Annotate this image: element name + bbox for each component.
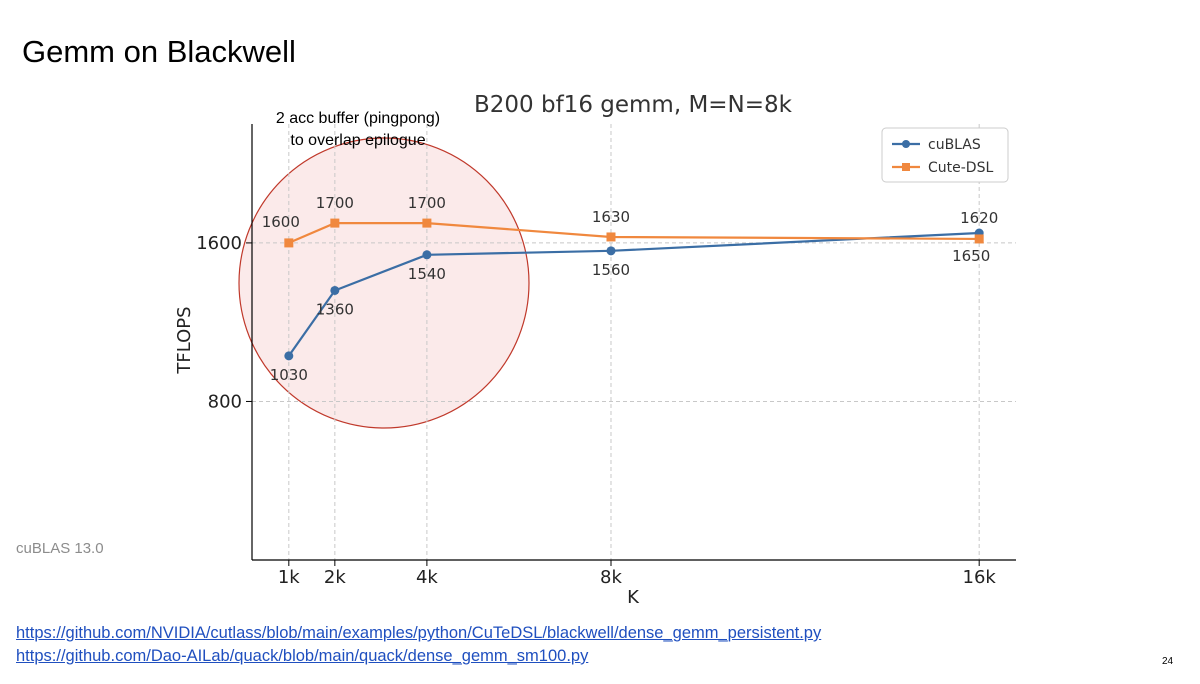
legend-box <box>881 127 1009 183</box>
legend: cuBLAS Cute-DSL <box>881 127 1009 183</box>
data-label-cuBLAS-4k: 1540 <box>408 265 446 283</box>
link-quack[interactable]: https://github.com/Dao-AILab/quack/blob/… <box>16 647 589 665</box>
data-label-Cute-DSL-4k: 1700 <box>408 194 446 212</box>
x-tick-label-4k: 4k <box>416 567 438 588</box>
data-label-cuBLAS-1k: 1030 <box>270 366 308 384</box>
y-tick-label-1600: 1600 <box>196 233 242 254</box>
x-tick-label-16k: 16k <box>963 567 997 588</box>
point-cuBLAS-1k <box>284 351 294 361</box>
slide-title: Gemm on Blackwell <box>22 34 296 69</box>
page-number: 24 <box>1162 656 1174 667</box>
x-tick-label-1k: 1k <box>278 567 300 588</box>
legend-marker-Cute-DSL <box>902 163 910 171</box>
data-label-cuBLAS-16k: 1620 <box>960 209 998 227</box>
data-label-Cute-DSL-16k: 1650 <box>952 247 990 265</box>
grid-lines <box>252 124 1016 560</box>
data-label-Cute-DSL-1k: 1600 <box>262 213 300 231</box>
link-cutlass[interactable]: https://github.com/NVIDIA/cutlass/blob/m… <box>16 624 822 642</box>
data-label-cuBLAS-2k: 1360 <box>316 300 354 318</box>
data-label-Cute-DSL-8k: 1630 <box>592 208 630 226</box>
footnote: cuBLAS 13.0 <box>16 540 104 557</box>
point-Cute-DSL-4k <box>422 218 432 228</box>
x-tick-label-8k: 8k <box>600 567 622 588</box>
chart-title: B200 bf16 gemm, M=N=8k <box>474 92 793 118</box>
data-label-Cute-DSL-2k: 1700 <box>316 194 354 212</box>
annotation-line-1: 2 acc buffer (pingpong) <box>275 110 441 127</box>
reference-links: https://github.com/NVIDIA/cutlass/blob/m… <box>16 622 821 668</box>
tick-labels: 1k 2k 4k 8k 16k 800 1600 <box>196 233 996 588</box>
annotation-text: 2 acc buffer (pingpong) to overlap epilo… <box>248 108 468 152</box>
legend-marker-cuBLAS <box>902 140 910 148</box>
annotation-line-2: to overlap epilogue <box>290 132 426 149</box>
data-labels: 1030 1360 1540 1560 1620 1600 1700 1700 1630 1650 <box>262 194 999 384</box>
point-Cute-DSL-1k <box>284 238 294 248</box>
point-Cute-DSL-2k <box>330 218 340 228</box>
x-axis-label: K <box>627 587 640 608</box>
point-cuBLAS-4k <box>422 250 432 260</box>
y-axis-label: TFLOPS <box>174 306 195 374</box>
point-Cute-DSL-16k <box>974 234 984 244</box>
point-Cute-DSL-8k <box>606 232 616 242</box>
point-cuBLAS-2k <box>330 285 340 295</box>
data-label-cuBLAS-8k: 1560 <box>592 261 630 279</box>
point-cuBLAS-8k <box>606 246 616 256</box>
legend-label-cuBLAS: cuBLAS <box>928 137 981 153</box>
x-tick-label-2k: 2k <box>324 567 346 588</box>
chart-axes <box>251 124 1016 561</box>
y-tick-label-800: 800 <box>208 391 242 412</box>
annotation-circle <box>238 137 530 429</box>
legend-label-Cute-DSL: Cute-DSL <box>928 160 993 176</box>
series-points <box>284 218 984 361</box>
